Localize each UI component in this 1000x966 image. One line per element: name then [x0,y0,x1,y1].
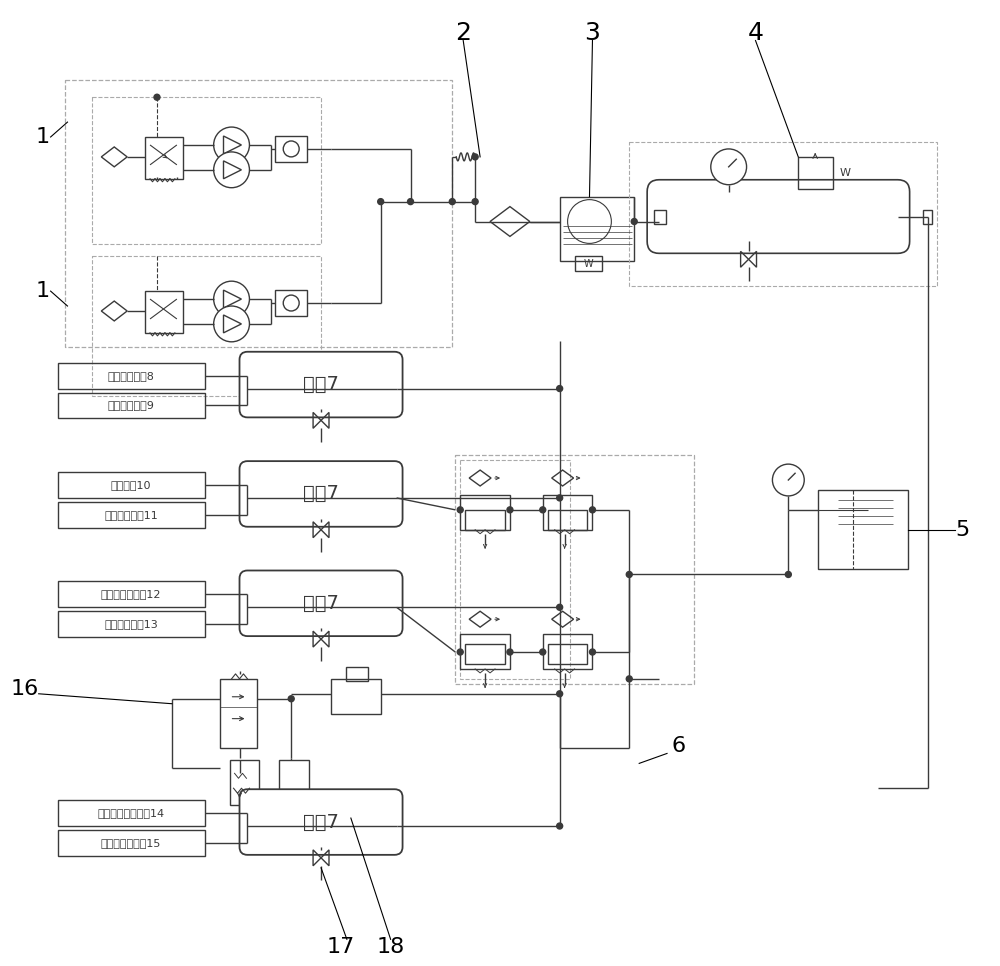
Circle shape [557,691,563,696]
Circle shape [288,696,294,701]
Bar [543,495,592,529]
Circle shape [378,199,384,205]
Text: 16: 16 [11,679,39,698]
Circle shape [631,218,637,224]
Bar [65,80,452,347]
Bar [331,679,381,714]
Circle shape [568,200,611,243]
Circle shape [457,507,463,513]
Bar [58,611,205,638]
Circle shape [540,649,546,655]
Bar [460,634,510,668]
Bar [145,291,183,333]
Circle shape [540,507,546,513]
Circle shape [507,649,513,655]
Text: 气瓶7: 气瓶7 [303,594,339,612]
FancyBboxPatch shape [240,789,403,855]
Circle shape [214,128,249,163]
Text: 油门控制系瀗8: 油门控制系瀗8 [108,371,155,381]
Text: 2: 2 [455,20,471,44]
Text: 5: 5 [955,520,969,540]
Circle shape [214,306,249,342]
Bar [279,760,309,790]
Text: 气控缓速器系统15: 气控缓速器系统15 [101,838,161,848]
Bar [560,197,634,261]
Bar [460,460,570,679]
Circle shape [214,152,249,187]
Bar [629,142,937,286]
Circle shape [408,199,414,205]
Text: 气瓶7: 气瓶7 [303,812,339,832]
Text: 气控百叶窗系统12: 气控百叶窗系统12 [101,589,161,599]
Bar [230,760,259,805]
Circle shape [457,649,463,655]
Text: 18: 18 [377,937,405,957]
Circle shape [711,149,747,185]
FancyBboxPatch shape [240,461,403,526]
Text: W: W [840,168,851,178]
Text: 1: 1 [36,127,50,147]
Circle shape [589,507,595,513]
Circle shape [557,495,563,501]
Bar [58,472,205,497]
Bar [58,502,205,527]
Text: 气控油门系统13: 气控油门系统13 [104,619,158,629]
Bar [798,156,833,188]
Text: 气瓶7: 气瓶7 [303,375,339,394]
Bar [455,455,694,684]
Bar [465,644,505,664]
Bar [465,510,505,529]
Bar [654,210,666,223]
Text: 制动系统10: 制动系统10 [111,480,151,490]
Text: 1: 1 [36,281,50,301]
Bar [220,679,257,749]
FancyBboxPatch shape [240,571,403,637]
Circle shape [785,572,791,578]
Circle shape [772,464,804,496]
Bar [58,362,205,388]
Text: 气瓶7: 气瓶7 [303,484,339,503]
Bar [145,137,183,179]
Circle shape [507,507,513,513]
Bar [575,256,602,271]
Bar [58,830,205,856]
Circle shape [449,199,455,205]
FancyBboxPatch shape [240,352,403,417]
Bar [346,667,368,681]
Bar [58,392,205,418]
Circle shape [557,385,563,391]
Text: 4: 4 [748,20,764,44]
Bar [275,290,307,316]
Text: 6: 6 [672,736,686,756]
Text: 3: 3 [585,20,600,44]
Circle shape [626,676,632,682]
Circle shape [626,572,632,578]
Circle shape [214,281,249,317]
Bar [460,495,510,529]
Bar [92,98,321,244]
Bar [923,210,932,223]
Bar [548,644,587,664]
Bar [818,490,908,570]
Bar [58,800,205,826]
Text: 空气悬挂系统11: 空气悬挂系统11 [104,510,158,520]
Circle shape [557,605,563,611]
Circle shape [557,823,563,829]
Bar [543,634,592,668]
Bar [275,136,307,162]
FancyBboxPatch shape [647,180,910,253]
Circle shape [283,141,299,156]
Text: 制动控制系瀗9: 制动控制系瀗9 [108,401,155,411]
Bar [58,582,205,608]
Circle shape [154,95,160,100]
Circle shape [589,649,595,655]
Bar [548,510,587,529]
Text: 气控前桥驱动系统14: 气控前桥驱动系统14 [98,809,165,818]
Circle shape [283,295,299,311]
Bar [92,256,321,395]
Text: 17: 17 [327,937,355,957]
Circle shape [472,154,478,159]
Circle shape [472,199,478,205]
Text: W: W [584,259,593,270]
